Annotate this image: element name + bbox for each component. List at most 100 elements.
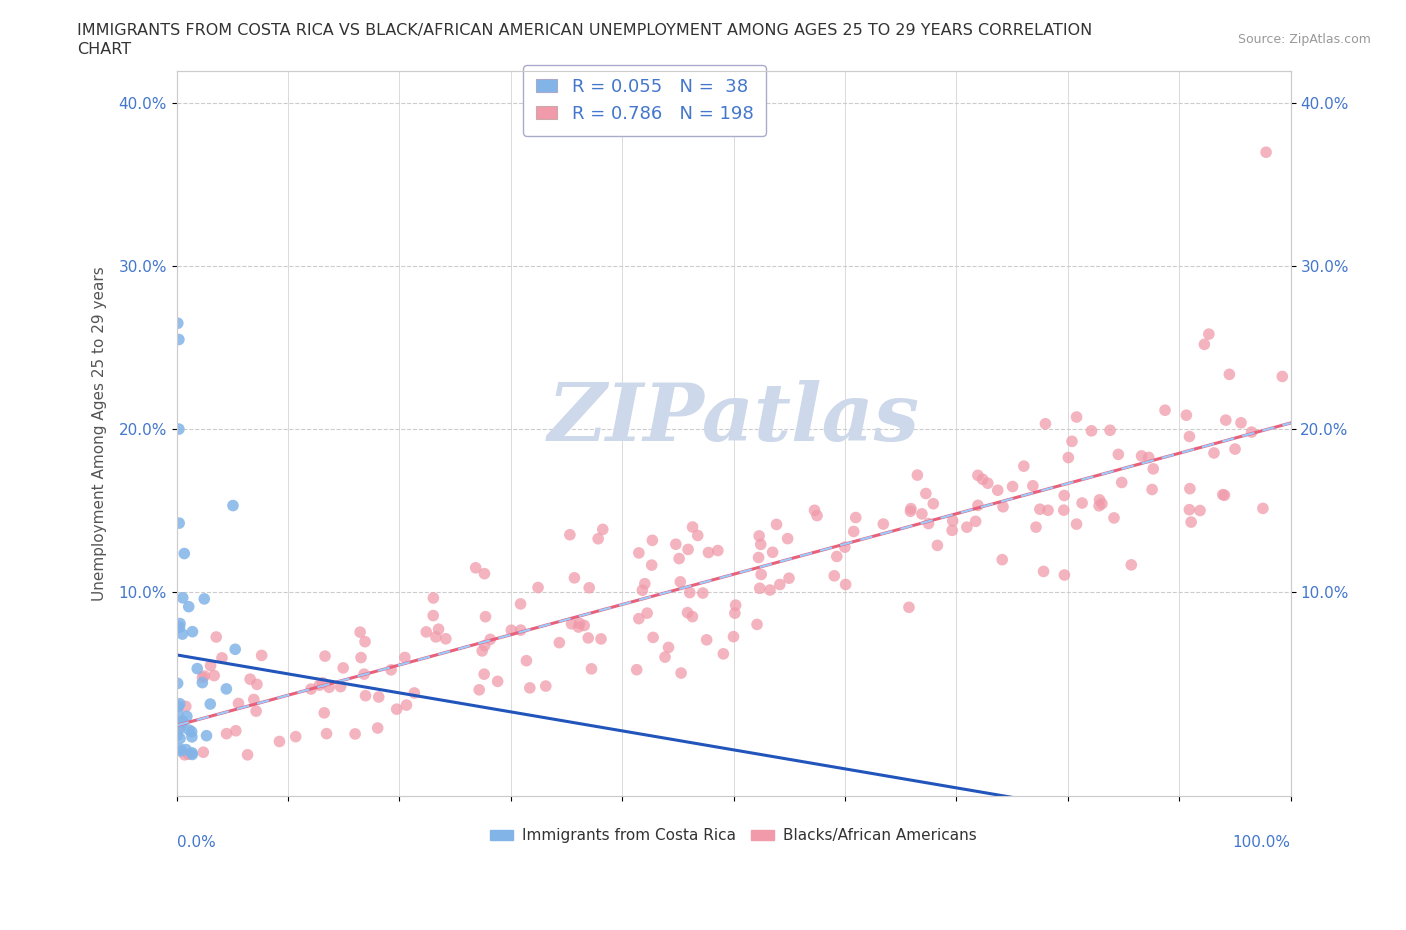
Text: IMMIGRANTS FROM COSTA RICA VS BLACK/AFRICAN AMERICAN UNEMPLOYMENT AMONG AGES 25 : IMMIGRANTS FROM COSTA RICA VS BLACK/AFRI… xyxy=(77,23,1092,38)
Point xyxy=(578,580,600,595)
Point xyxy=(669,575,692,590)
Point xyxy=(927,538,949,552)
Point xyxy=(169,697,191,711)
Point xyxy=(707,543,730,558)
Point xyxy=(631,583,654,598)
Point xyxy=(681,609,703,624)
Point xyxy=(724,605,747,620)
Point xyxy=(349,625,371,640)
Point xyxy=(225,724,247,738)
Legend: Immigrants from Costa Rica, Blacks/African Americans: Immigrants from Costa Rica, Blacks/Afric… xyxy=(484,822,983,849)
Point xyxy=(474,609,496,624)
Point xyxy=(350,650,373,665)
Point xyxy=(509,623,531,638)
Point xyxy=(176,709,198,724)
Point xyxy=(200,658,222,673)
Point xyxy=(222,498,245,513)
Point xyxy=(679,585,702,600)
Point xyxy=(568,616,591,631)
Point xyxy=(468,683,491,698)
Point xyxy=(314,648,336,663)
Point xyxy=(177,599,200,614)
Point xyxy=(308,678,330,693)
Point xyxy=(1012,458,1035,473)
Point xyxy=(166,676,188,691)
Point xyxy=(581,661,603,676)
Point xyxy=(589,631,612,646)
Point xyxy=(173,546,195,561)
Point xyxy=(167,332,190,347)
Point xyxy=(434,631,457,646)
Point xyxy=(329,679,352,694)
Point xyxy=(627,611,650,626)
Point xyxy=(966,468,988,483)
Point xyxy=(167,722,190,737)
Point xyxy=(834,539,856,554)
Point xyxy=(834,577,856,591)
Point xyxy=(167,421,190,436)
Point xyxy=(245,704,267,719)
Point xyxy=(1032,564,1054,578)
Point xyxy=(1154,403,1177,418)
Point xyxy=(299,682,322,697)
Point xyxy=(676,542,699,557)
Point xyxy=(1198,326,1220,341)
Point xyxy=(501,623,523,638)
Point xyxy=(1060,434,1083,449)
Point xyxy=(174,742,197,757)
Point xyxy=(169,616,191,631)
Point xyxy=(215,682,238,697)
Point xyxy=(269,734,291,749)
Point xyxy=(166,316,188,331)
Point xyxy=(1178,481,1201,496)
Point xyxy=(250,648,273,663)
Point xyxy=(472,667,495,682)
Point xyxy=(169,619,191,634)
Point xyxy=(905,468,928,483)
Point xyxy=(367,721,389,736)
Text: ZIPatlas: ZIPatlas xyxy=(547,380,920,458)
Point xyxy=(1080,423,1102,438)
Point xyxy=(676,605,699,620)
Point xyxy=(806,508,828,523)
Point xyxy=(427,622,450,637)
Point xyxy=(167,515,190,530)
Point xyxy=(246,677,269,692)
Point xyxy=(872,516,894,531)
Point xyxy=(643,630,665,644)
Point xyxy=(172,716,194,731)
Point xyxy=(897,600,920,615)
Point xyxy=(1130,448,1153,463)
Point xyxy=(682,520,704,535)
Point xyxy=(404,685,426,700)
Point xyxy=(636,605,658,620)
Point xyxy=(353,667,375,682)
Point xyxy=(1212,487,1234,502)
Point xyxy=(692,586,714,601)
Point xyxy=(711,646,734,661)
Point xyxy=(515,653,537,668)
Point xyxy=(395,698,418,712)
Point xyxy=(314,706,336,721)
Point xyxy=(825,549,848,564)
Point xyxy=(354,634,377,649)
Point xyxy=(748,528,770,543)
Point xyxy=(464,561,486,576)
Point xyxy=(1137,450,1160,465)
Point xyxy=(474,638,496,653)
Point xyxy=(1142,461,1164,476)
Point xyxy=(1001,479,1024,494)
Point xyxy=(723,630,745,644)
Point xyxy=(243,692,266,707)
Point xyxy=(425,630,447,644)
Point xyxy=(1189,503,1212,518)
Point xyxy=(900,501,922,516)
Point xyxy=(200,697,222,711)
Point xyxy=(509,596,531,611)
Point xyxy=(1215,413,1237,428)
Point xyxy=(1053,503,1076,518)
Point xyxy=(191,670,214,684)
Point xyxy=(1053,567,1076,582)
Point xyxy=(181,747,204,762)
Point xyxy=(1180,514,1202,529)
